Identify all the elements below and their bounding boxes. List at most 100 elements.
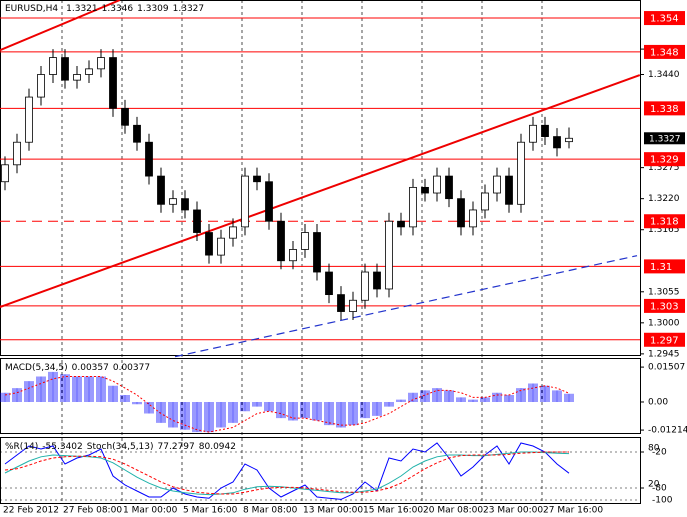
level-label-box bbox=[644, 332, 685, 347]
y-tick-label: -0.01214 bbox=[648, 426, 687, 436]
x-tick-label: 20 Mar 08:00 bbox=[423, 506, 483, 516]
level-label: 1.318 bbox=[650, 217, 679, 228]
ohlc-open: 1.3321 bbox=[66, 4, 98, 14]
macd-header: MACD(5,34,5) 0.00357 0.00377 bbox=[5, 363, 150, 373]
x-tick-label: 15 Mar 16:00 bbox=[363, 506, 423, 516]
candle-body bbox=[277, 220, 285, 262]
x-tick-label: 13 Mar 00:00 bbox=[303, 506, 363, 516]
candle-body bbox=[421, 186, 429, 194]
candle-body bbox=[97, 57, 105, 70]
level-label: 1.31 bbox=[650, 262, 672, 273]
candle-body bbox=[121, 107, 129, 126]
x-tick-label: 1 Mar 00:00 bbox=[123, 506, 178, 516]
y-tick-label: 1.3165 bbox=[648, 225, 680, 235]
oscillator-line bbox=[4, 442, 570, 500]
candle-body bbox=[109, 57, 117, 109]
level-label: 1.303 bbox=[650, 301, 679, 312]
candle-body bbox=[169, 198, 177, 205]
trend-line bbox=[0, 0, 121, 52]
y-tick-label: 0.01507 bbox=[648, 363, 685, 373]
level-label-box bbox=[644, 44, 685, 59]
ohlc-close: 1.3327 bbox=[173, 4, 205, 14]
candle-body bbox=[265, 181, 273, 222]
y-tick-label: 1.3275 bbox=[648, 163, 680, 173]
candle-body bbox=[157, 175, 165, 205]
level-label: 1.338 bbox=[650, 104, 679, 115]
macd-signal-value: 0.00377 bbox=[113, 363, 150, 373]
symbol: EURUSD,H4 bbox=[5, 4, 58, 14]
level-label-box bbox=[644, 11, 685, 26]
y-tick-label: -20 bbox=[652, 448, 667, 458]
candle-body bbox=[529, 124, 537, 143]
series-value: -55.3402 bbox=[42, 442, 82, 452]
candle-body bbox=[229, 226, 237, 239]
y-tick-label: 1.3055 bbox=[648, 287, 680, 297]
y-tick-label: 1.3440 bbox=[648, 70, 680, 80]
candle-body bbox=[337, 294, 345, 312]
candle-body bbox=[493, 175, 501, 194]
x-tick-label: 22 Feb 2012 bbox=[3, 506, 59, 516]
oscillator-header: %R(14) -55.3402 Stoch(34,5,13) 77.2797 80.09… bbox=[5, 442, 236, 452]
current-price-box bbox=[644, 132, 685, 145]
candle-body bbox=[433, 175, 441, 194]
candle-body bbox=[241, 175, 249, 228]
series-name: %R(14) bbox=[5, 442, 38, 452]
candle-body bbox=[133, 124, 141, 143]
series-value: 80.0942 bbox=[199, 442, 236, 452]
candle-body bbox=[397, 220, 405, 228]
x-tick-label: 27 Feb 08:00 bbox=[63, 506, 122, 516]
y-tick-label: -80 bbox=[652, 484, 667, 494]
level-label: 1.297 bbox=[650, 335, 679, 346]
y2-tick-label: 20 bbox=[648, 480, 660, 490]
macd-value: 0.00357 bbox=[72, 363, 109, 373]
series-value: 77.2797 bbox=[158, 442, 195, 452]
x-tick-label: 5 Mar 16:00 bbox=[183, 506, 238, 516]
candle-body bbox=[325, 271, 333, 296]
main-panel bbox=[0, 0, 641, 356]
candle-body bbox=[553, 136, 561, 149]
ohlc-low: 1.3309 bbox=[137, 4, 169, 14]
candle-body bbox=[301, 232, 309, 250]
candle-body bbox=[61, 57, 69, 81]
oscillator-panel bbox=[0, 437, 641, 504]
level-label: 1.354 bbox=[650, 14, 679, 25]
candle-body bbox=[25, 96, 33, 143]
candle-body bbox=[289, 249, 297, 262]
candle-body bbox=[73, 74, 81, 81]
level-label-box bbox=[644, 152, 685, 167]
candle-body bbox=[481, 192, 489, 211]
level-label: 1.348 bbox=[650, 47, 679, 58]
candle-body bbox=[385, 220, 393, 290]
candle-body bbox=[517, 141, 525, 205]
candle-body bbox=[361, 271, 369, 301]
level-label-box bbox=[644, 101, 685, 116]
x-tick-label: 8 Mar 08:00 bbox=[243, 506, 298, 516]
current-price-label: 1.3327 bbox=[649, 134, 681, 144]
candle-body bbox=[205, 232, 213, 256]
candle-body bbox=[457, 198, 465, 228]
candle-body bbox=[313, 232, 321, 273]
candle-body bbox=[349, 299, 357, 312]
level-label: 1.329 bbox=[650, 155, 679, 166]
candle-body bbox=[373, 271, 381, 290]
trend-line bbox=[174, 255, 638, 358]
candle-body bbox=[409, 186, 417, 228]
candle-body bbox=[541, 124, 549, 137]
oscillator-line bbox=[4, 451, 570, 495]
candle-body bbox=[505, 175, 513, 205]
y-tick-label: -100 bbox=[652, 496, 673, 506]
candle-body bbox=[49, 57, 57, 75]
chart-header: EURUSD,H4 1.3321 1.3346 1.3309 1.3327 bbox=[5, 4, 204, 14]
ohlc-high: 1.3346 bbox=[102, 4, 134, 14]
candle-body bbox=[217, 237, 225, 256]
level-label-box bbox=[644, 259, 685, 274]
macd-name: MACD(5,34,5) bbox=[5, 363, 68, 373]
candle-body bbox=[181, 198, 189, 211]
x-tick-label: 27 Mar 16:00 bbox=[543, 506, 603, 516]
x-tick-label: 23 Mar 00:00 bbox=[483, 506, 543, 516]
candle-body bbox=[193, 209, 201, 233]
trend-line bbox=[0, 74, 641, 308]
candle-body bbox=[1, 164, 9, 183]
